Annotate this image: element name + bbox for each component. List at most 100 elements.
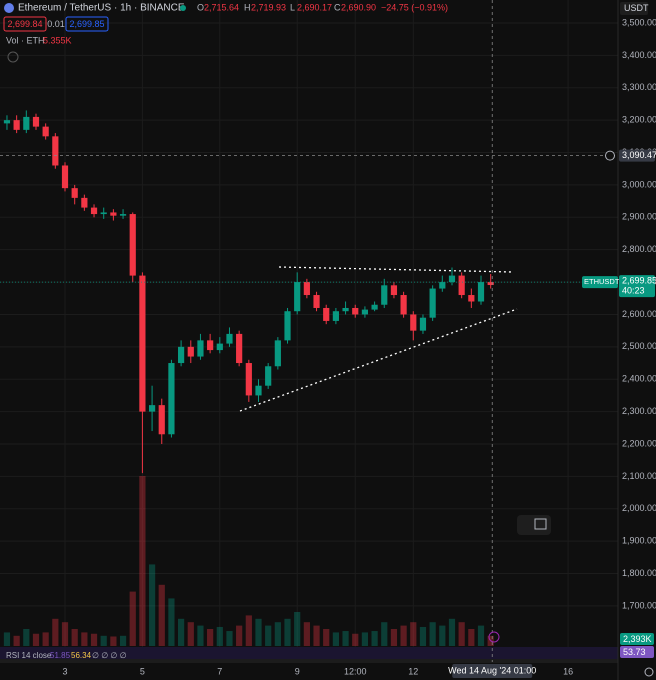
y-tick-label: 2,000.00 bbox=[622, 503, 656, 513]
sell-button[interactable] bbox=[3, 16, 47, 32]
volume-bar bbox=[419, 626, 427, 646]
collapse-button[interactable] bbox=[7, 51, 19, 63]
candle-body bbox=[294, 282, 301, 312]
y-tick-label: 3,500.00 bbox=[622, 17, 656, 27]
currency-button[interactable] bbox=[620, 2, 648, 15]
volume-bar bbox=[100, 635, 107, 646]
candle-body bbox=[245, 363, 252, 396]
candle-body bbox=[284, 311, 291, 341]
candle-body bbox=[216, 343, 223, 351]
volume-badge-label: 2,393K bbox=[623, 634, 652, 644]
candle-body bbox=[410, 314, 417, 331]
volume-bar bbox=[303, 622, 310, 646]
volume-bar bbox=[148, 564, 156, 646]
buy-button[interactable] bbox=[65, 16, 109, 32]
market-status bbox=[180, 5, 186, 11]
candle-body bbox=[265, 366, 272, 386]
image-icon bbox=[534, 518, 547, 530]
ohlc-label: C bbox=[334, 2, 341, 12]
candle-body bbox=[400, 295, 407, 315]
screenshot-button[interactable] bbox=[517, 515, 551, 535]
candle-body bbox=[61, 165, 69, 189]
candle-body bbox=[197, 340, 204, 357]
volume-bar bbox=[313, 625, 320, 646]
volume-bar bbox=[197, 625, 204, 646]
price-badge-label: 2,699.85 bbox=[622, 275, 656, 285]
volume-bar bbox=[119, 635, 127, 646]
resistance-line[interactable] bbox=[278, 266, 514, 273]
candle-body bbox=[178, 346, 185, 364]
volume-bar bbox=[294, 612, 301, 646]
price-scale bbox=[618, 0, 656, 680]
candle-body bbox=[13, 120, 20, 130]
volume-bar bbox=[42, 632, 49, 646]
crosshair-time-box bbox=[452, 664, 533, 678]
candle-body bbox=[81, 197, 88, 208]
price-badge bbox=[619, 275, 655, 298]
volume-bar bbox=[32, 633, 40, 646]
volume-bar bbox=[23, 629, 30, 646]
candle-body bbox=[371, 304, 378, 310]
support-line[interactable] bbox=[239, 308, 518, 412]
candle-body bbox=[236, 333, 243, 364]
volume-bar bbox=[90, 633, 98, 646]
candle-body bbox=[207, 340, 214, 351]
volume-bar bbox=[216, 626, 223, 646]
ohlc-value: 2,690.90 bbox=[341, 2, 376, 12]
x-tick-label: 12:00 bbox=[344, 666, 367, 676]
ohlc-label: H bbox=[244, 2, 251, 12]
symbol-title[interactable]: Ethereum / TetherUS · 1h · BINANCE bbox=[18, 3, 185, 14]
y-tick-label: 2,500.00 bbox=[622, 341, 656, 351]
rsi-extra: ∅ ∅ ∅ ∅ bbox=[92, 651, 127, 660]
y-tick-label: 3,000.00 bbox=[622, 179, 656, 189]
volume-bar bbox=[332, 632, 339, 646]
x-tick-label: 5 bbox=[140, 666, 145, 676]
rsi-value: 51.85 bbox=[50, 651, 71, 660]
rsi-badge bbox=[620, 646, 654, 658]
overlay bbox=[0, 0, 618, 662]
settings-button[interactable] bbox=[644, 667, 654, 677]
candle-body bbox=[42, 126, 49, 137]
candle-body bbox=[429, 288, 436, 318]
candle-body bbox=[90, 207, 98, 215]
y-tick-label: 1,800.00 bbox=[622, 568, 656, 578]
rsi-title: RSI 14 close bbox=[6, 651, 52, 660]
alert-icon[interactable] bbox=[488, 631, 500, 643]
candle-body bbox=[332, 311, 339, 321]
volume-title: Vol · ETH bbox=[6, 35, 45, 45]
y-tick-label: 3,400.00 bbox=[622, 50, 656, 60]
y-tick-label: 2,900.00 bbox=[622, 212, 656, 222]
volume-bar bbox=[187, 622, 194, 646]
volume-bar bbox=[458, 622, 465, 646]
volume-bar bbox=[71, 629, 78, 646]
candle-body bbox=[226, 333, 233, 344]
x-tick-label: 3 bbox=[63, 666, 68, 676]
candle-body bbox=[139, 275, 146, 412]
volume-bar bbox=[284, 618, 291, 646]
ohlc-value: 2,690.17 bbox=[297, 2, 332, 12]
candle-body bbox=[71, 188, 78, 198]
candle-body bbox=[323, 307, 330, 321]
candle-body bbox=[148, 405, 156, 412]
candle-body bbox=[303, 282, 310, 296]
candle-body bbox=[129, 214, 136, 276]
coin-icon bbox=[4, 3, 14, 13]
volume-bar bbox=[371, 631, 378, 646]
ohlc-label: L bbox=[290, 2, 295, 12]
y-tick-label: 1,900.00 bbox=[622, 536, 656, 546]
add-alert-button bbox=[605, 150, 615, 161]
y-tick-label: 3,300.00 bbox=[622, 82, 656, 92]
crosshair-price-box bbox=[619, 149, 655, 162]
volume-bar bbox=[429, 622, 436, 646]
candle-body bbox=[168, 363, 175, 435]
volume-bar bbox=[178, 618, 185, 646]
volume-bar bbox=[158, 584, 165, 646]
rsi-badge-label: 53.73 bbox=[623, 647, 646, 657]
candle-body bbox=[381, 285, 388, 305]
candle-layer bbox=[3, 110, 494, 474]
volume-bar bbox=[361, 632, 369, 646]
volume-bar bbox=[439, 625, 446, 646]
volume-bar bbox=[352, 633, 359, 646]
sell-price: 2,699.84 bbox=[7, 19, 42, 29]
